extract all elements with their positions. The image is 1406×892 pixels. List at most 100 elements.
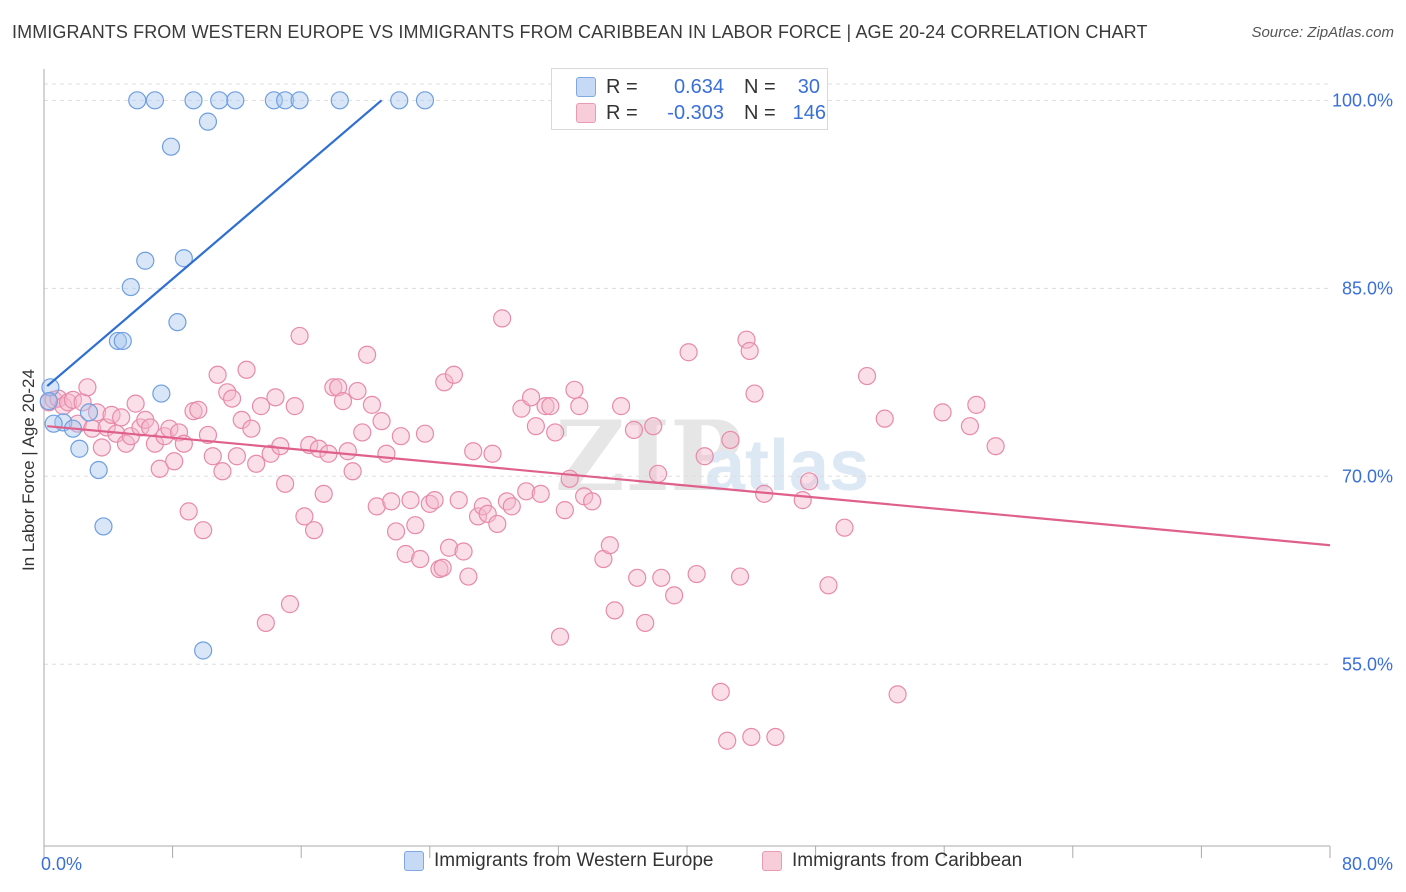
western-europe-point (89, 460, 108, 480)
caribbean-point (411, 549, 430, 569)
caribbean-point (266, 388, 285, 407)
caribbean-point (536, 397, 555, 416)
caribbean-point (636, 613, 655, 633)
western-europe-point (79, 403, 99, 422)
western-europe-point (168, 313, 187, 332)
western-europe-point (152, 384, 171, 403)
caribbean-point (261, 444, 280, 463)
y-tick-labels: 100.0% 85.0% 70.0% 55.0% (1332, 90, 1393, 674)
caribbean-point (695, 447, 714, 466)
caribbean-point (237, 360, 256, 379)
caribbean-point (194, 521, 213, 540)
caribbean-point (372, 412, 391, 431)
caribbean-point (222, 389, 242, 408)
caribbean-point (179, 502, 198, 521)
caribbean-point (737, 330, 756, 349)
caribbean-point (208, 365, 227, 384)
caribbean-point (304, 521, 324, 540)
caribbean-point (967, 395, 986, 414)
caribbean-point (247, 454, 266, 473)
caribbean-point (718, 731, 737, 750)
stats-legend: R = 0.634 N = 30 R = -0.303 N = 146 (551, 68, 828, 130)
caribbean-point (745, 384, 764, 403)
caribbean-point (165, 452, 184, 471)
western-europe-point (94, 517, 113, 536)
y-tick-label: 85.0% (1342, 278, 1393, 298)
western-europe-point (41, 378, 60, 397)
watermark-atlas: atlas (705, 426, 869, 506)
western-europe-point (128, 91, 147, 110)
caribbean-point (112, 408, 131, 427)
caribbean-point (309, 439, 328, 458)
caribbean-point (227, 447, 246, 466)
caribbean-point (433, 558, 452, 577)
caribbean-point (78, 378, 97, 397)
caribbean-point (406, 516, 425, 535)
caribbean-point (280, 595, 300, 614)
caribbean-point (793, 491, 812, 510)
caribbean-point (348, 381, 367, 401)
axes (43, 69, 1331, 858)
caribbean-point (435, 373, 454, 392)
bottom-legend: Immigrants from Western Europe Immigrant… (0, 850, 1406, 880)
caribbean-point (415, 424, 435, 443)
caribbean-point (386, 522, 406, 541)
western-europe-point (194, 641, 213, 660)
caribbean-point (276, 474, 295, 493)
caribbean-point (835, 518, 854, 537)
caribbean-point (565, 380, 584, 399)
y-tick-label: 100.0% (1332, 90, 1393, 110)
western-europe-point (145, 91, 165, 110)
source-credit: Source: ZipAtlas.com (1251, 24, 1394, 41)
caribbean-point (256, 613, 275, 633)
caribbean-trendline (47, 425, 1331, 547)
western-europe-point (210, 91, 229, 110)
western-europe-point (113, 331, 132, 351)
caribbean-point (382, 492, 401, 511)
caribbean-point (213, 462, 232, 481)
caribbean-point (665, 586, 684, 605)
caribbean-point (329, 378, 348, 397)
western-europe-point (70, 439, 89, 458)
r-label: R = (606, 101, 638, 124)
caribbean-point (624, 420, 644, 440)
caribbean-point (401, 491, 420, 510)
western-europe-point (415, 91, 435, 110)
western-europe-point (290, 91, 309, 110)
caribbean-point (531, 484, 550, 503)
y-axis-label: In Labor Force | Age 20-24 (19, 369, 38, 571)
caribbean-point (198, 425, 218, 445)
caribbean-point (721, 430, 740, 450)
caribbean-point (960, 417, 980, 436)
legend-item-western-europe: Immigrants from Western Europe (404, 850, 713, 872)
caribbean-point (611, 397, 631, 416)
caribbean-point (986, 437, 1005, 456)
legend-swatch-blue (404, 851, 424, 871)
caribbean-point (126, 394, 145, 413)
caribbean-point (391, 427, 410, 446)
caribbean-point (628, 568, 647, 587)
western-europe-point (136, 251, 155, 270)
n-value: 30 (797, 75, 820, 98)
caribbean-point (169, 423, 189, 442)
caribbean-point (242, 419, 261, 438)
caribbean-point (377, 444, 396, 463)
western-europe-point (330, 91, 349, 110)
caribbean-point (800, 472, 819, 491)
western-europe-point (39, 392, 58, 411)
caribbean-point (517, 482, 536, 501)
caribbean-point (464, 442, 483, 461)
caribbean-point (541, 397, 560, 416)
caribbean-point (888, 685, 907, 704)
caribbean-point (497, 492, 517, 511)
x-tick-label: 0.0% (41, 854, 82, 874)
caribbean-point (550, 627, 570, 646)
caribbean-point (560, 469, 579, 488)
caribbean-point (857, 366, 877, 386)
stats-row-western-europe: R = 0.634 N = 30 (576, 74, 820, 100)
caribbean-point (740, 341, 759, 361)
r-value: -0.303 (667, 101, 724, 124)
western-europe-points (39, 91, 435, 660)
western-europe-point (108, 331, 128, 351)
